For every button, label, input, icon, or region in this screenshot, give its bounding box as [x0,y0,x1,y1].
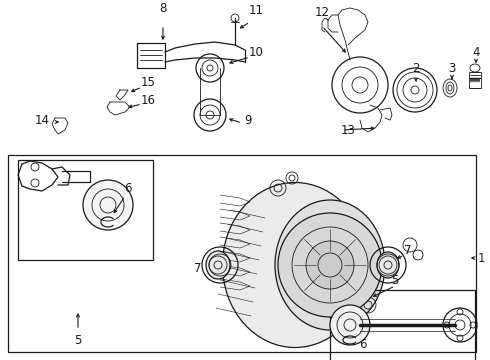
Ellipse shape [222,183,368,347]
Ellipse shape [206,251,230,279]
Text: 8: 8 [159,3,167,15]
Circle shape [306,241,354,289]
Text: 1: 1 [477,252,485,265]
Bar [469,72,481,88]
Bar [8,155,476,352]
Circle shape [330,305,370,345]
Text: 14: 14 [34,113,49,126]
Text: 4: 4 [472,45,480,58]
Text: 5: 5 [74,333,82,346]
Circle shape [83,180,133,230]
Text: 16: 16 [141,94,155,107]
Text: 3: 3 [448,62,456,75]
Text: 10: 10 [248,45,264,58]
Text: 11: 11 [248,4,264,17]
Ellipse shape [275,200,385,330]
Circle shape [278,213,382,317]
Bar [330,290,475,360]
Text: 6: 6 [124,181,132,194]
Text: 9: 9 [244,113,252,126]
Text: 15: 15 [141,76,155,89]
Text: 7: 7 [194,261,202,274]
Ellipse shape [377,252,399,278]
Text: 12: 12 [315,5,329,18]
Text: 5: 5 [392,274,399,287]
Bar [18,160,153,260]
Text: 7: 7 [404,243,412,256]
Text: 6: 6 [359,338,367,351]
Text: 13: 13 [341,123,355,136]
Text: 2: 2 [412,62,420,75]
